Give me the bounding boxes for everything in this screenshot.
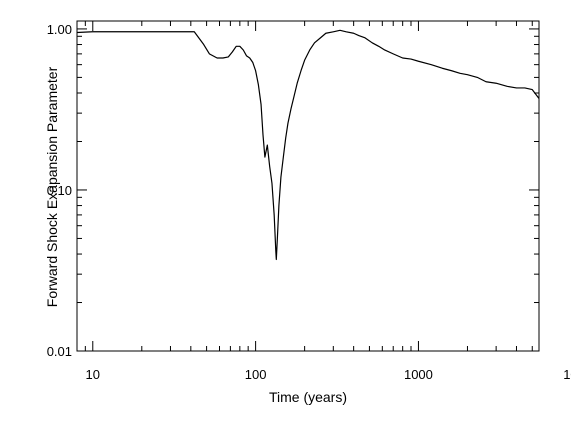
y-axis-title: Forward Shock Exapansion Parameter bbox=[44, 66, 60, 307]
y-tick-label: 1.00 bbox=[47, 22, 72, 37]
major-ticks-group bbox=[77, 21, 539, 352]
data-series-line bbox=[76, 29, 540, 261]
y-tick-label: 0.01 bbox=[47, 344, 72, 359]
x-axis-title: Time (years) bbox=[269, 389, 347, 405]
x-tick-labels-group: 10 100 1000 10000 bbox=[86, 367, 571, 382]
y-tick-label: 0.10 bbox=[47, 183, 72, 198]
x-tick-label: 100 bbox=[245, 367, 267, 382]
x-tick-label: 1000 bbox=[404, 367, 433, 382]
plot-frame bbox=[76, 20, 540, 352]
y-tick-labels-group: 0.01 0.10 1.00 bbox=[47, 22, 72, 359]
x-tick-label: 10000 bbox=[563, 367, 571, 382]
minor-ticks-group bbox=[76, 21, 539, 351]
x-tick-label: 10 bbox=[86, 367, 100, 382]
